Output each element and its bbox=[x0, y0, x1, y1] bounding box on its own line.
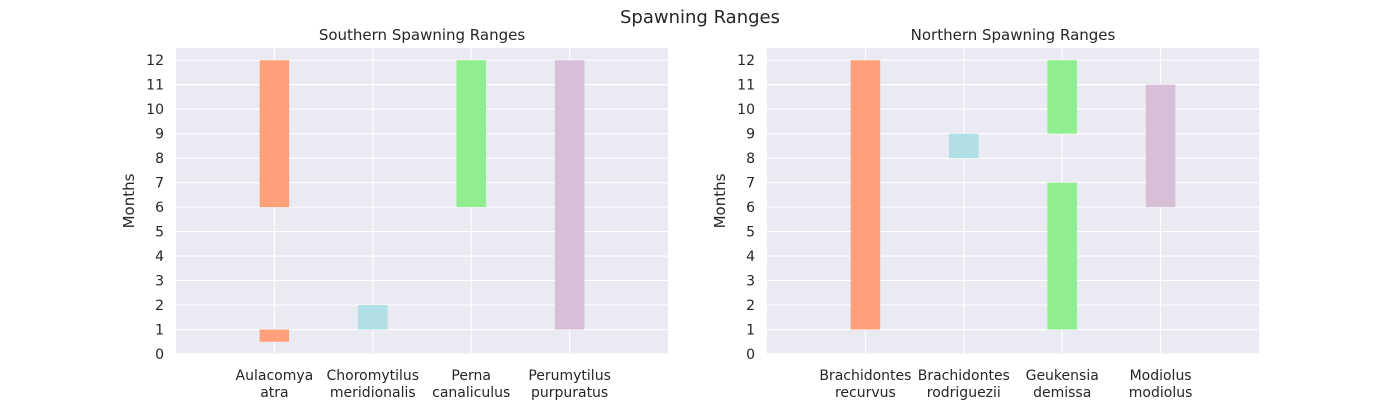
southern-y-tick-label: 9 bbox=[155, 127, 164, 143]
southern-y-tick-label: 11 bbox=[146, 78, 164, 94]
southern-y-tick-label: 4 bbox=[155, 249, 164, 265]
northern-y-tick-label: 2 bbox=[746, 298, 755, 314]
southern-y-tick-label: 10 bbox=[146, 102, 164, 118]
southern-y-axis-label: Months bbox=[120, 173, 138, 228]
southern-y-tick-label: 7 bbox=[155, 176, 164, 192]
northern-x-tick-label: Brachidontes recurvus bbox=[819, 368, 911, 400]
northern-bar-geukensia-demissa bbox=[1047, 60, 1077, 134]
northern-y-tick-label: 9 bbox=[746, 127, 755, 143]
southern-plot-area bbox=[176, 48, 668, 354]
southern-y-tick-label: 1 bbox=[155, 323, 164, 339]
northern-bar-geukensia-demissa bbox=[1047, 182, 1077, 330]
southern-bar-perna-canaliculus bbox=[456, 60, 486, 208]
northern-y-tick-label: 8 bbox=[746, 151, 755, 167]
northern-y-tick-label: 5 bbox=[746, 225, 755, 241]
southern-bar-perumytilus-purpuratus bbox=[554, 60, 585, 330]
southern-x-tick-label: Perna canaliculus bbox=[432, 368, 510, 400]
southern-bar-aulacomya-atra bbox=[259, 329, 290, 342]
southern-y-tick-label: 2 bbox=[155, 298, 164, 314]
northern-y-tick-label: 4 bbox=[746, 249, 755, 265]
southern-y-tick-label: 6 bbox=[155, 200, 164, 216]
southern-y-tick-label: 3 bbox=[155, 274, 164, 290]
southern-panel-title: Southern Spawning Ranges bbox=[319, 26, 526, 44]
southern-x-tick-label: Aulacomya atra bbox=[236, 368, 314, 400]
figure-title: Spawning Ranges bbox=[620, 7, 780, 28]
southern-y-tick-label: 5 bbox=[155, 225, 164, 241]
northern-x-tick-label: Brachidontes rodriguezii bbox=[918, 368, 1010, 400]
northern-panel-title: Northern Spawning Ranges bbox=[911, 26, 1116, 44]
northern-y-tick-label: 11 bbox=[737, 78, 755, 94]
southern-y-tick-label: 0 bbox=[155, 347, 164, 363]
northern-plot-area bbox=[767, 48, 1259, 354]
southern-x-tick-label: Perumytilus purpuratus bbox=[528, 368, 611, 400]
northern-bar-brachidontes-recurvus bbox=[850, 60, 881, 330]
southern-y-tick-label: 12 bbox=[146, 53, 164, 69]
southern-bar-choromytilus-meridionalis bbox=[358, 305, 388, 330]
northern-y-axis-label: Months bbox=[711, 173, 729, 228]
northern-y-tick-label: 0 bbox=[746, 347, 755, 363]
northern-y-tick-label: 7 bbox=[746, 176, 755, 192]
northern-x-tick-label: Geukensia demissa bbox=[1026, 368, 1099, 400]
northern-y-tick-label: 12 bbox=[737, 53, 755, 69]
southern-x-tick-label: Choromytilus meridionalis bbox=[327, 368, 420, 400]
northern-bar-modiolus-modiolus bbox=[1145, 84, 1176, 208]
northern-y-tick-label: 10 bbox=[737, 102, 755, 118]
northern-y-tick-label: 3 bbox=[746, 274, 755, 290]
southern-y-tick-label: 8 bbox=[155, 151, 164, 167]
northern-y-tick-label: 6 bbox=[746, 200, 755, 216]
northern-y-tick-label: 1 bbox=[746, 323, 755, 339]
northern-x-tick-label: Modiolus modiolus bbox=[1129, 368, 1193, 400]
southern-bar-aulacomya-atra bbox=[259, 60, 290, 208]
northern-bar-brachidontes-rodriguezii bbox=[949, 133, 979, 159]
